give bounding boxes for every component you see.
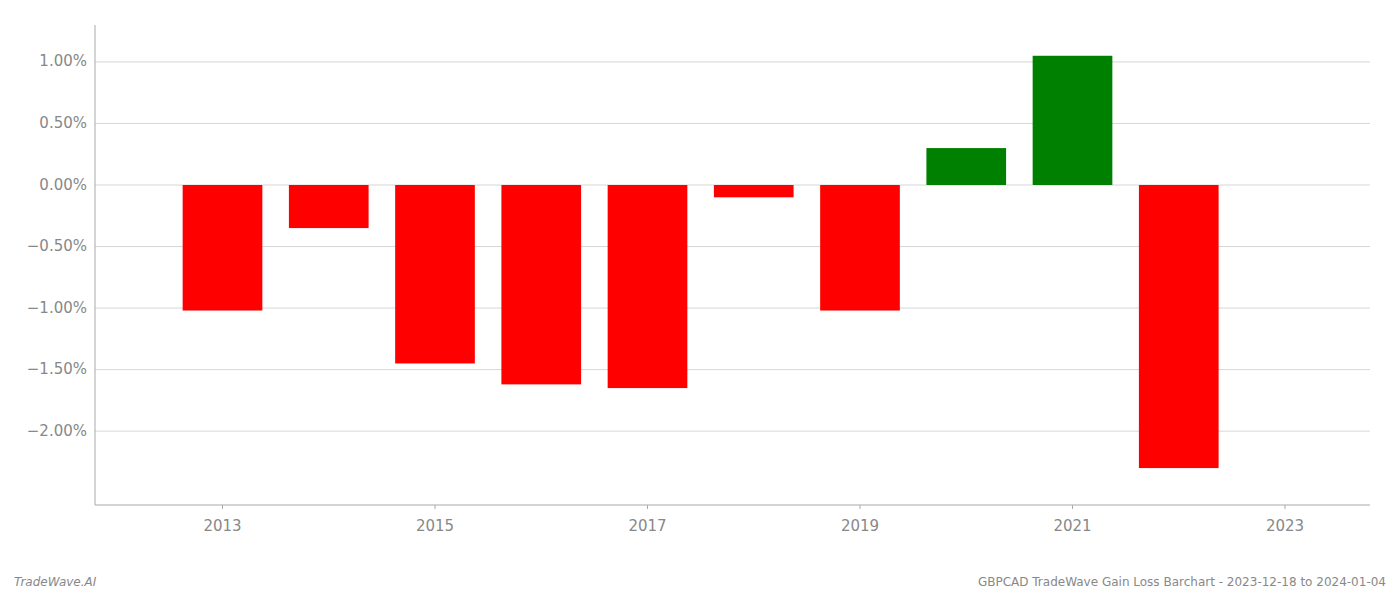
y-tick-label: −1.00% bbox=[27, 299, 87, 317]
bar bbox=[289, 185, 369, 228]
x-tick-mark bbox=[435, 505, 436, 509]
bar bbox=[183, 185, 263, 311]
y-tick-label: −1.50% bbox=[27, 360, 87, 378]
x-tick-label: 2015 bbox=[416, 517, 454, 535]
y-tick-label: 0.00% bbox=[39, 176, 87, 194]
background bbox=[0, 0, 1400, 600]
watermark: TradeWave.AI bbox=[14, 575, 97, 589]
bar bbox=[1139, 185, 1219, 468]
bar bbox=[608, 185, 688, 388]
bar bbox=[820, 185, 900, 311]
x-tick-label: 2023 bbox=[1266, 517, 1304, 535]
bar bbox=[395, 185, 475, 363]
bar bbox=[501, 185, 581, 384]
bar bbox=[1033, 56, 1113, 185]
x-tick-label: 2021 bbox=[1053, 517, 1091, 535]
chart: −2.00% −1.50% −1.00% −0.50% 0.00% 0.50% 1.00% 2… bbox=[0, 0, 1400, 600]
y-axis-line bbox=[95, 25, 96, 505]
x-tick-labels: 2013 2015 2017 2019 2021 2023 bbox=[203, 505, 1304, 535]
bars bbox=[183, 56, 1219, 468]
x-tick-label: 2019 bbox=[841, 517, 879, 535]
y-tick-label: 1.00% bbox=[39, 52, 87, 70]
y-tick-label: 0.50% bbox=[39, 114, 87, 132]
grid-line bbox=[95, 61, 1370, 62]
x-tick-mark bbox=[1072, 505, 1073, 509]
x-tick-mark bbox=[647, 505, 648, 509]
x-tick-label: 2013 bbox=[203, 517, 241, 535]
grid-line bbox=[95, 123, 1370, 124]
x-tick-mark bbox=[860, 505, 861, 509]
x-tick-label: 2017 bbox=[628, 517, 666, 535]
bar bbox=[926, 148, 1006, 185]
x-axis-line bbox=[95, 504, 1370, 505]
x-tick-mark bbox=[1285, 505, 1286, 509]
bar bbox=[714, 185, 794, 197]
y-tick-label: −2.00% bbox=[27, 422, 87, 440]
x-tick-mark bbox=[222, 505, 223, 509]
y-tick-label: −0.50% bbox=[27, 237, 87, 255]
title: GBPCAD TradeWave Gain Loss Barchart - 20… bbox=[978, 575, 1386, 589]
y-tick-labels: −2.00% −1.50% −1.00% −0.50% 0.00% 0.50% 1.00% bbox=[27, 52, 87, 439]
